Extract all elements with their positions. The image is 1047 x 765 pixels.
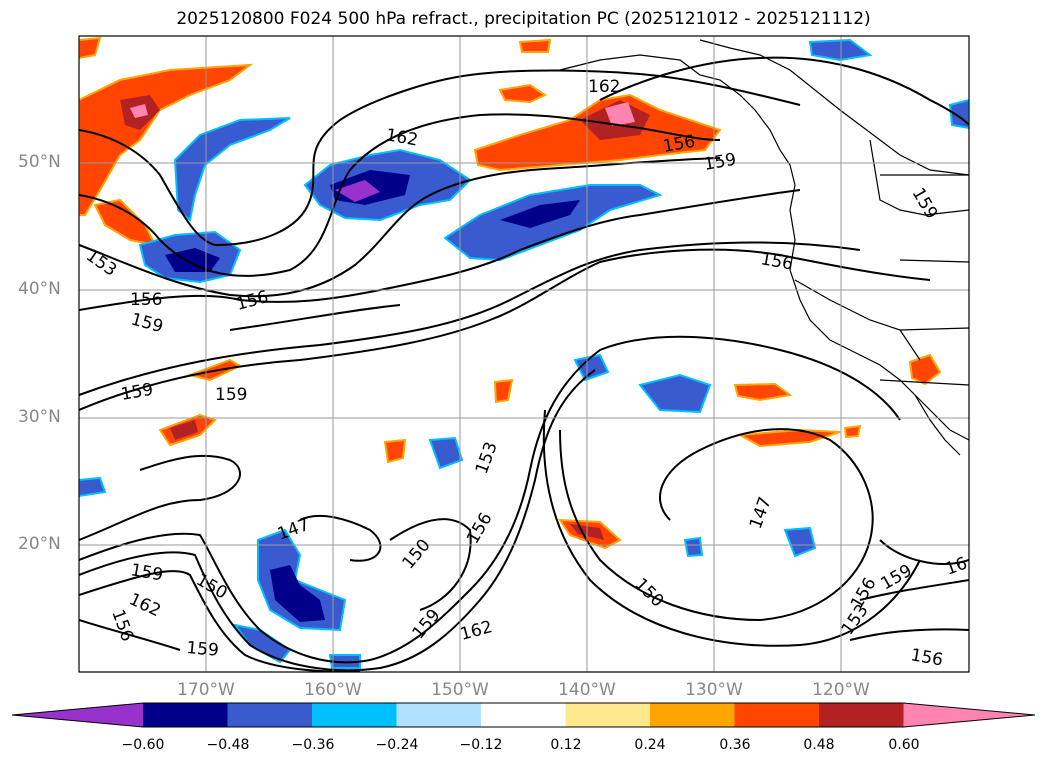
longitude-label-170w: 170°W <box>177 680 235 700</box>
map-title: 2025120800 F024 500 hPa refract., precip… <box>176 9 871 29</box>
colorbar-segment <box>650 703 735 727</box>
precip-patch <box>130 104 148 118</box>
refractivity-contours <box>79 56 969 672</box>
contour-line <box>79 189 801 311</box>
contour-label: 156 <box>130 290 162 310</box>
contour-line <box>79 241 861 396</box>
precip-patch <box>733 382 793 402</box>
colorbar-segment <box>565 703 651 727</box>
precip-patch <box>518 38 552 53</box>
colorbar-segment <box>143 703 228 727</box>
contour-line <box>879 539 969 565</box>
precip-patch <box>428 436 464 470</box>
contour-line <box>859 579 969 601</box>
precip-patch <box>493 378 514 404</box>
colorbar-extension-low <box>12 703 143 727</box>
precip-patch <box>79 36 102 60</box>
contour-line <box>79 570 361 672</box>
colorbar-segment <box>734 703 820 727</box>
contour-label: 159 <box>215 385 247 405</box>
colorbar-outline <box>11 702 1036 728</box>
contour-line <box>79 454 241 541</box>
colorbar-segment <box>312 703 397 727</box>
contour-line <box>79 619 181 651</box>
precip-patch <box>170 420 198 440</box>
map-frame <box>78 35 970 673</box>
colorbar-segment <box>819 703 904 727</box>
contour-line <box>542 409 921 647</box>
precip-patch <box>257 528 347 632</box>
contour-line <box>79 335 901 664</box>
contour-label: 159 <box>186 638 220 661</box>
contour-line <box>229 304 401 331</box>
contour-line <box>79 248 931 411</box>
precip-patch <box>638 373 712 414</box>
contour-line <box>79 369 596 672</box>
precip-patch <box>500 200 580 228</box>
colorbar-tick: 0.12 <box>550 737 582 753</box>
longitude-label-130w: 130°W <box>685 680 743 700</box>
latitude-label-40n: 40°N <box>18 279 61 299</box>
colorbar-segment <box>481 703 566 727</box>
contour-line <box>599 56 969 126</box>
colorbar-tick: 0.60 <box>888 737 920 753</box>
latitude-label-50n: 50°N <box>18 152 61 172</box>
contour-line <box>299 514 382 562</box>
colorbar-tick: −0.24 <box>375 737 419 753</box>
precip-patch <box>843 424 862 439</box>
colorbar-tick: −0.48 <box>206 737 250 753</box>
longitude-label-160w: 160°W <box>304 680 362 700</box>
precip-positive-patches <box>79 36 942 550</box>
contour-line <box>559 428 874 622</box>
longitude-label-140w: 140°W <box>558 680 616 700</box>
contour-line <box>79 157 721 298</box>
contour-line <box>79 69 801 247</box>
colorbar-tick: 0.48 <box>803 737 835 753</box>
precip-patch <box>335 180 380 202</box>
colorbar-extension-high <box>903 703 1035 727</box>
contour-label: 162 <box>588 77 620 97</box>
colorbar-segment <box>396 703 482 727</box>
contour-line <box>389 518 472 611</box>
latitude-label-30n: 30°N <box>18 407 61 427</box>
contour-line <box>849 628 969 641</box>
precip-patch <box>948 98 969 130</box>
precip-patch <box>908 353 942 386</box>
colorbar <box>11 702 1036 728</box>
precip-patch <box>498 83 548 104</box>
coastlines <box>559 39 969 456</box>
colorbar-tick: 0.24 <box>634 737 666 753</box>
colorbar-tick: −0.36 <box>291 737 335 753</box>
longitude-label-150w: 150°W <box>431 680 489 700</box>
precip-patch <box>383 438 407 464</box>
colorbar-tick: 0.36 <box>719 737 751 753</box>
precip-patch <box>605 102 635 126</box>
precip-patch <box>683 536 704 558</box>
precip-patch <box>808 38 873 62</box>
precip-patch <box>783 526 817 558</box>
longitude-label-120w: 120°W <box>812 680 870 700</box>
contour-line <box>79 113 721 277</box>
precip-patch <box>443 184 663 262</box>
precip-patch <box>270 565 325 622</box>
graticule <box>79 36 969 672</box>
latitude-label-20n: 20°N <box>18 534 61 554</box>
precip-patch <box>173 117 291 222</box>
colorbar-tick: −0.60 <box>121 737 165 753</box>
colorbar-segment <box>227 703 313 727</box>
colorbar-tick: −0.12 <box>459 737 503 753</box>
precip-patch <box>79 476 107 498</box>
